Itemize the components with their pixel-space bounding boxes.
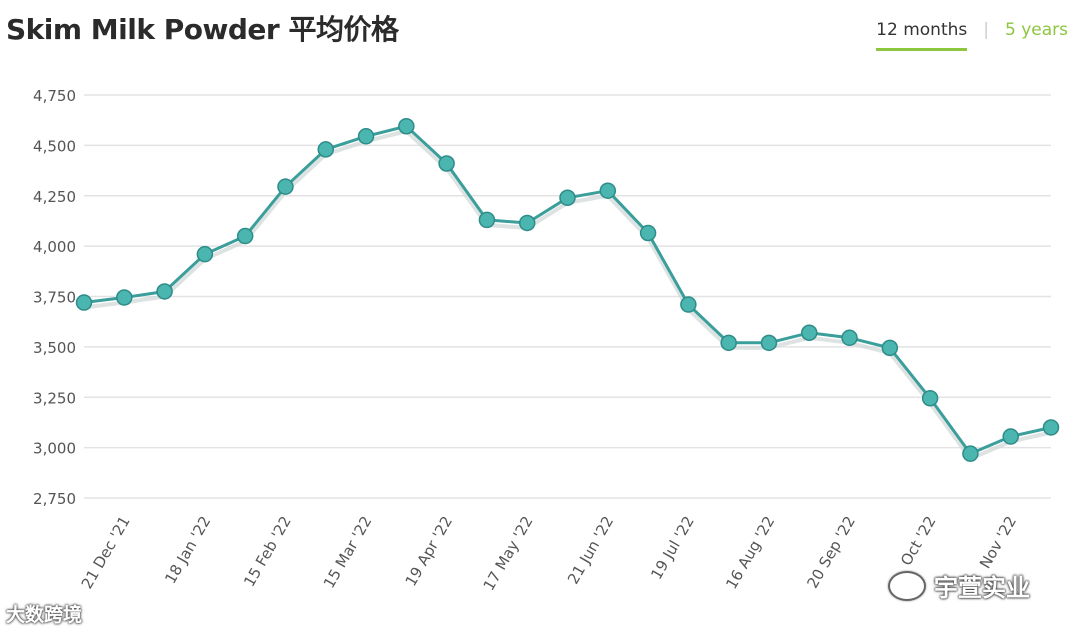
wechat-icon	[888, 570, 926, 601]
data-point	[317, 141, 334, 158]
data-point	[962, 445, 979, 462]
y-tick-label: 4,500	[33, 137, 76, 155]
data-point	[1042, 419, 1060, 436]
data-point	[116, 289, 133, 306]
x-tick-label: 19 Jul '22	[647, 513, 698, 583]
y-tick-label: 2,750	[33, 490, 76, 508]
page-title: Skim Milk Powder 平均价格	[6, 13, 399, 46]
series-line-shadow	[83, 129, 1052, 461]
y-axis-labels: 2,750 3,000 3,250 3,500 3,750 4,000 4,250 4,500…	[33, 87, 76, 508]
data-point	[156, 283, 173, 300]
data-point	[357, 128, 375, 145]
data-point	[196, 245, 214, 263]
x-tick-label: 18 Jan '22	[161, 513, 214, 587]
data-point	[559, 189, 576, 207]
data-point	[599, 182, 617, 199]
y-tick-label: 3,000	[33, 440, 76, 458]
y-tick-label: 4,750	[33, 87, 76, 105]
x-tick-label: Oct '22	[897, 513, 940, 569]
data-point	[1002, 428, 1019, 445]
y-tick-label: 4,000	[33, 238, 76, 256]
y-tick-label: 3,250	[33, 389, 76, 407]
x-axis-labels: 21 Dec '21 18 Jan '22 15 Feb '22 15 Mar '22…	[78, 513, 1020, 594]
watermark-left: 大数跨境	[6, 604, 83, 626]
data-point	[881, 339, 899, 357]
data-point	[398, 117, 415, 135]
series-line	[83, 124, 1052, 456]
grid-lines	[84, 94, 1051, 499]
data-point	[760, 334, 778, 352]
data-point	[438, 155, 455, 172]
y-tick-label: 4,250	[33, 188, 76, 206]
x-tick-label: 20 Sep '22	[803, 513, 859, 591]
data-point	[639, 224, 657, 242]
watermark-right-text: 宇萱实业	[934, 574, 1030, 602]
y-tick-label: 3,500	[33, 339, 76, 357]
data-point	[236, 227, 254, 245]
x-tick-label: 15 Mar '22	[320, 513, 376, 591]
watermark-right: 宇萱实业	[888, 568, 1030, 603]
tab-12-months[interactable]: 12 months	[876, 20, 968, 51]
x-tick-label: Nov '22	[976, 513, 1020, 572]
data-point	[518, 214, 536, 232]
data-point	[801, 324, 818, 342]
x-tick-label: 21 Dec '21	[78, 513, 134, 592]
x-tick-label: 15 Feb '22	[240, 513, 295, 590]
data-point	[277, 178, 294, 195]
tab-divider: |	[983, 20, 989, 40]
y-tick-label: 3,750	[33, 289, 76, 307]
data-point	[680, 296, 697, 313]
x-tick-label: 16 Aug '22	[722, 513, 778, 592]
x-tick-label: 17 May '22	[480, 513, 537, 594]
tab-5-years[interactable]: 5 years	[1004, 20, 1068, 40]
x-tick-label: 21 Jun '22	[564, 513, 617, 587]
x-tick-label: 19 Apr '22	[402, 513, 456, 589]
data-point	[921, 390, 939, 407]
data-point	[478, 211, 496, 229]
data-point	[841, 329, 858, 347]
data-point	[75, 294, 93, 311]
data-point	[720, 334, 737, 352]
series-layer	[75, 117, 1060, 462]
range-tabs: 12 months | 5 years	[876, 20, 1068, 51]
